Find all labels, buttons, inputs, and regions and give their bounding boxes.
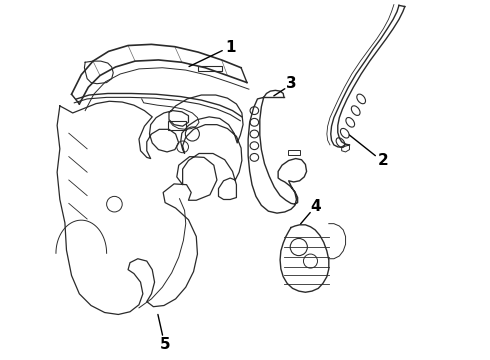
Text: 3: 3 xyxy=(286,76,296,91)
Text: 4: 4 xyxy=(310,199,320,214)
Text: 2: 2 xyxy=(378,153,389,168)
Text: 1: 1 xyxy=(225,40,235,55)
Text: 5: 5 xyxy=(160,337,171,352)
